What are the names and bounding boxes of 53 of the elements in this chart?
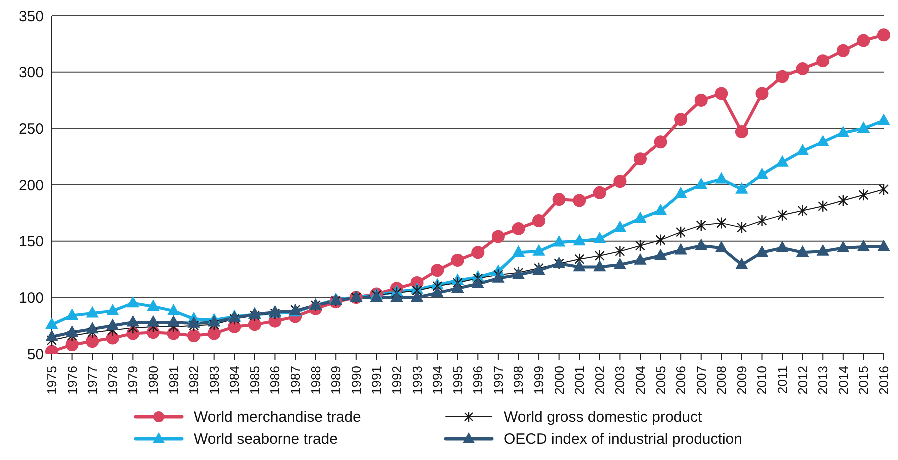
x-tick-label: 2000 — [552, 366, 567, 395]
x-tick-label: 1980 — [146, 366, 161, 395]
x-tick-label: 1986 — [268, 366, 283, 395]
y-tick-label: 350 — [18, 8, 44, 26]
legend-label: World seaborne trade — [194, 430, 338, 448]
x-tick-label: 1988 — [308, 366, 324, 395]
x-tick-label: 1989 — [328, 366, 344, 395]
x-tick-label: 2011 — [775, 366, 790, 394]
x-tick-label: 1976 — [64, 366, 80, 395]
x-tick-label: 2012 — [795, 366, 810, 395]
x-tick-label: 1994 — [430, 366, 446, 395]
x-tick-label: 2005 — [653, 366, 668, 395]
y-tick-label: 300 — [18, 64, 44, 82]
y-tick-label: 150 — [18, 234, 44, 251]
x-tick-label: 1995 — [450, 366, 466, 395]
y-tick-label: 50 — [27, 346, 44, 364]
x-tick-label: 1981 — [166, 366, 182, 395]
x-tick-label: 1990 — [348, 366, 364, 395]
x-tick-label: 1978 — [105, 366, 120, 395]
x-tick-label: 1992 — [389, 366, 404, 395]
x-tick-label: 1983 — [206, 366, 222, 395]
x-tick-label: 1985 — [247, 366, 262, 395]
x-tick-label: 1977 — [85, 366, 100, 395]
x-tick-label: 2016 — [876, 366, 892, 395]
x-tick-label: 2014 — [836, 366, 851, 395]
x-tick-label: 2015 — [856, 366, 872, 395]
x-tick-label: 1991 — [369, 366, 384, 395]
y-tick-label: 100 — [18, 290, 44, 307]
x-tick-label: 2001 — [572, 366, 588, 395]
x-tick-label: 2006 — [674, 366, 689, 395]
x-tick-label: 1975 — [44, 366, 60, 395]
x-tick-label: 1997 — [490, 366, 506, 395]
x-tick-label: 2010 — [754, 366, 770, 395]
legend-label: World gross domestic product — [504, 408, 702, 426]
x-tick-label: 1982 — [186, 366, 202, 395]
y-tick-label: 200 — [18, 177, 44, 194]
legend-label: World merchandise trade — [194, 408, 362, 426]
x-tick-label: 1999 — [532, 366, 547, 395]
x-tick-label: 2013 — [816, 366, 831, 395]
x-tick-label: 1998 — [511, 366, 526, 395]
x-tick-label: 2003 — [612, 366, 628, 395]
x-tick-label: 1979 — [126, 366, 141, 395]
x-tick-label: 2009 — [734, 366, 750, 395]
x-tick-label: 2008 — [714, 366, 730, 395]
x-tick-label: 2004 — [632, 366, 648, 395]
x-tick-label: 2002 — [592, 366, 608, 395]
legend-label: OECD index of industrial production — [504, 430, 742, 448]
x-tick-label: 1993 — [410, 366, 425, 395]
x-tick-label: 1996 — [470, 366, 486, 395]
y-tick-label: 250 — [18, 120, 44, 138]
x-tick-label: 1987 — [288, 366, 304, 395]
x-tick-label: 2007 — [694, 366, 709, 395]
x-tick-label: 1984 — [227, 366, 242, 395]
